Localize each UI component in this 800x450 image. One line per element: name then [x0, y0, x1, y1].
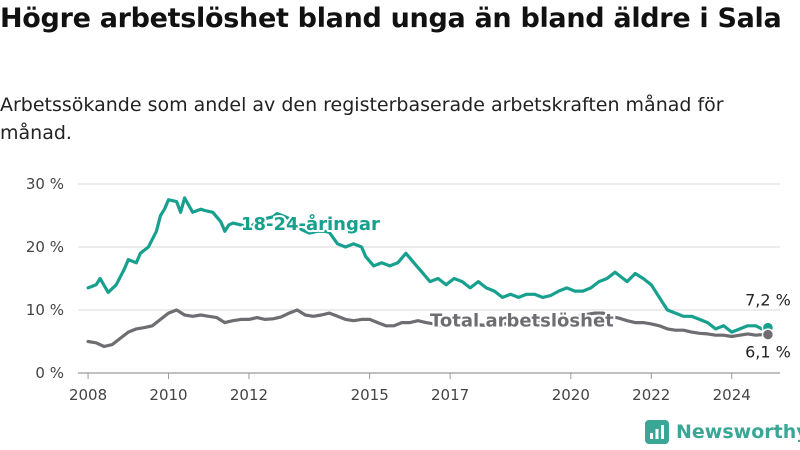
chart-title: Högre arbetslöshet bland unga än bland ä… — [0, 3, 782, 34]
brand-logo: Newsworthy — [645, 419, 800, 445]
chart-subtitle: Arbetssökande som andel av den registerb… — [0, 94, 724, 144]
y-tick-label: 0 % — [35, 364, 64, 382]
series-line-total — [86, 308, 770, 349]
x-tick-label: 2012 — [230, 386, 268, 404]
series-line-youth — [86, 196, 770, 334]
brand-name: Newsworthy — [676, 421, 800, 443]
x-tick-label: 2015 — [351, 386, 389, 404]
bar-chart-icon — [645, 420, 669, 444]
y-tick-label: 10 % — [26, 301, 64, 319]
x-tick-label: 2017 — [431, 386, 469, 404]
x-tick-label: 2008 — [69, 386, 107, 404]
x-tick-label: 2022 — [632, 386, 670, 404]
end-value-label: 7,2 % — [745, 291, 791, 310]
y-tick-label: 30 % — [26, 175, 64, 193]
series-label-total: Total arbetslöshet — [430, 310, 614, 331]
x-tick-label: 2024 — [713, 386, 751, 404]
end-value-label: 6,1 % — [745, 343, 791, 362]
end-point-total — [761, 328, 775, 341]
y-tick-label: 20 % — [26, 238, 64, 256]
x-tick-label: 2010 — [149, 386, 187, 404]
series-label-youth: 18-24-åringar — [241, 213, 380, 235]
x-tick-label: 2020 — [552, 386, 590, 404]
